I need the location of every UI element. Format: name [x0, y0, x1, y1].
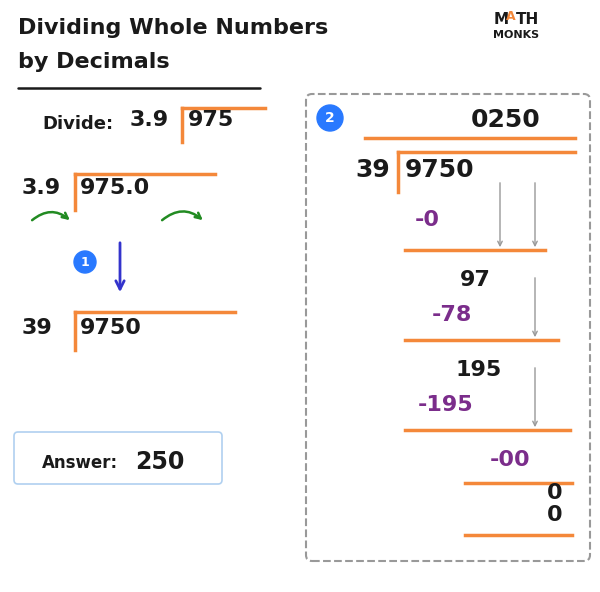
Text: Divide:: Divide:	[42, 115, 113, 133]
Text: 3.9: 3.9	[130, 110, 169, 130]
Text: by Decimals: by Decimals	[18, 52, 170, 72]
Text: 3.9: 3.9	[22, 178, 61, 198]
Text: 0250: 0250	[470, 108, 540, 132]
Text: -00: -00	[490, 450, 530, 470]
FancyBboxPatch shape	[14, 432, 222, 484]
Text: -78: -78	[432, 305, 472, 325]
Text: A: A	[506, 10, 515, 23]
Text: 39: 39	[22, 318, 53, 338]
Text: 975.0: 975.0	[80, 178, 150, 198]
Text: MONKS: MONKS	[493, 30, 539, 40]
Circle shape	[317, 105, 343, 131]
Text: 195: 195	[455, 360, 501, 380]
Text: TH: TH	[516, 12, 539, 27]
Text: 39: 39	[355, 158, 390, 182]
Text: 0: 0	[547, 505, 563, 525]
Text: 250: 250	[135, 450, 184, 474]
Text: -0: -0	[415, 210, 440, 230]
Text: 9750: 9750	[405, 158, 475, 182]
FancyBboxPatch shape	[306, 94, 590, 561]
Text: -195: -195	[418, 395, 473, 415]
Text: 2: 2	[325, 111, 335, 125]
Circle shape	[74, 251, 96, 273]
Text: 97: 97	[460, 270, 491, 290]
Text: 975: 975	[188, 110, 234, 130]
Text: 9750: 9750	[80, 318, 142, 338]
Text: Dividing Whole Numbers: Dividing Whole Numbers	[18, 18, 328, 38]
Text: M: M	[494, 12, 509, 27]
Text: Answer:: Answer:	[42, 454, 118, 472]
Text: 1: 1	[80, 256, 89, 269]
Text: 0: 0	[547, 483, 563, 503]
